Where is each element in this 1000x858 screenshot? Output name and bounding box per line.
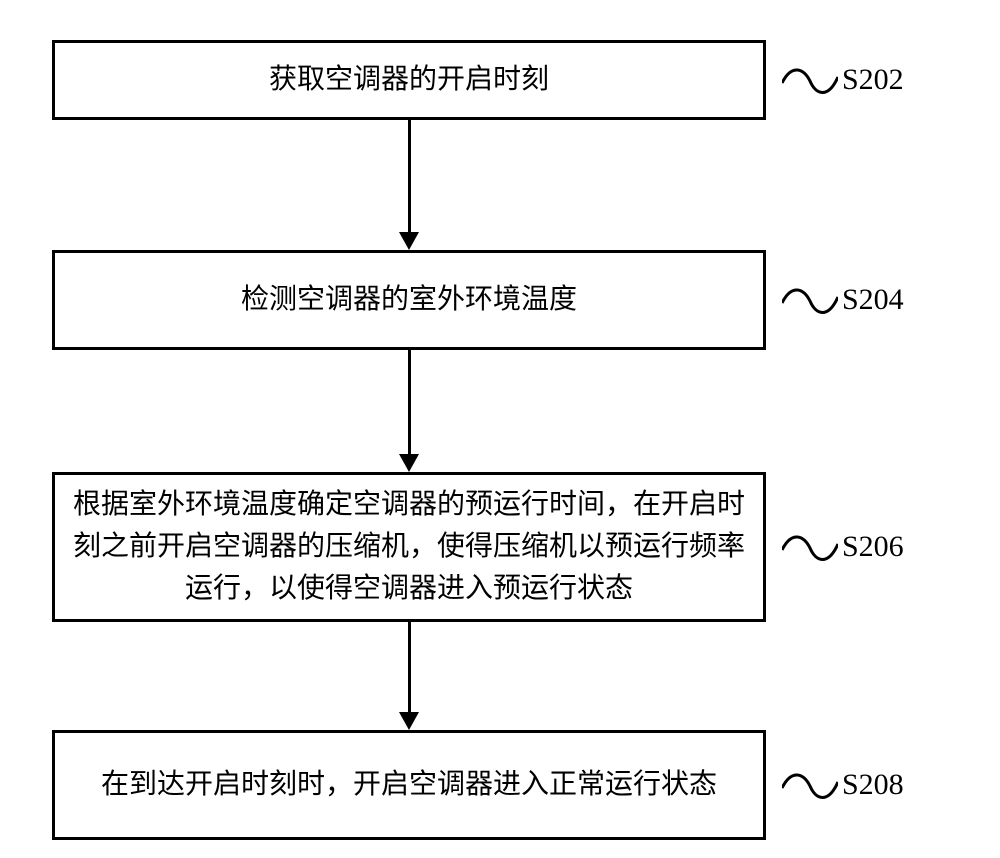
step-label-s206: S206 bbox=[782, 529, 904, 565]
flow-box-b4: 在到达开启时刻时，开启空调器进入正常运行状态 bbox=[52, 730, 766, 840]
flowchart: 获取空调器的开启时刻检测空调器的室外环境温度根据室外环境温度确定空调器的预运行时… bbox=[0, 20, 1000, 858]
arrow-head-icon bbox=[399, 712, 419, 730]
arrow-head-icon bbox=[399, 454, 419, 472]
squiggle-connector-icon bbox=[782, 532, 838, 562]
flow-box-text: 根据室外环境温度确定空调器的预运行时间，在开启时刻之前开启空调器的压缩机，使得压… bbox=[55, 480, 763, 614]
squiggle-connector-icon bbox=[782, 770, 838, 800]
flow-box-b1: 获取空调器的开启时刻 bbox=[52, 40, 766, 120]
step-label-text: S202 bbox=[842, 63, 904, 97]
step-label-text: S204 bbox=[842, 283, 904, 317]
arrow-line bbox=[408, 120, 411, 234]
flow-box-b2: 检测空调器的室外环境温度 bbox=[52, 250, 766, 350]
step-label-text: S206 bbox=[842, 530, 904, 564]
flow-box-text: 在到达开启时刻时，开启空调器进入正常运行状态 bbox=[93, 760, 725, 810]
flow-box-b3: 根据室外环境温度确定空调器的预运行时间，在开启时刻之前开启空调器的压缩机，使得压… bbox=[52, 472, 766, 622]
step-label-s202: S202 bbox=[782, 62, 904, 98]
squiggle-connector-icon bbox=[782, 285, 838, 315]
arrow-line bbox=[408, 350, 411, 456]
arrow-head-icon bbox=[399, 232, 419, 250]
step-label-s204: S204 bbox=[782, 282, 904, 318]
flow-box-text: 检测空调器的室外环境温度 bbox=[233, 275, 585, 325]
flow-box-text: 获取空调器的开启时刻 bbox=[261, 55, 557, 105]
step-label-s208: S208 bbox=[782, 767, 904, 803]
arrow-line bbox=[408, 622, 411, 714]
squiggle-connector-icon bbox=[782, 65, 838, 95]
step-label-text: S208 bbox=[842, 768, 904, 802]
